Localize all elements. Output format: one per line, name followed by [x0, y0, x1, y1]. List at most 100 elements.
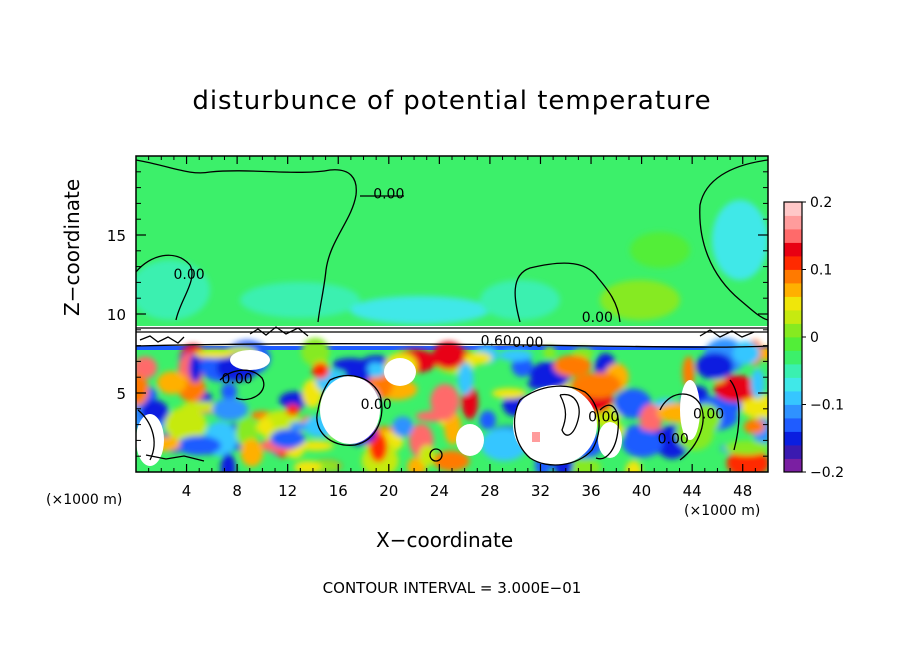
field-blob	[157, 371, 187, 395]
field-blob	[256, 418, 273, 435]
field-blob	[714, 375, 758, 402]
x-tick-label: 48	[733, 482, 752, 500]
colorbar-swatch	[784, 431, 802, 446]
field-blob	[695, 352, 734, 380]
y-tick-label: 5	[116, 385, 126, 403]
field-blob	[457, 362, 474, 395]
colorbar-swatch	[784, 377, 802, 392]
field-blob	[567, 458, 601, 472]
colorbar-swatch	[784, 458, 802, 473]
x-tick-label: 12	[278, 482, 297, 500]
field-blob	[279, 391, 310, 409]
contour-label: 0.00	[658, 432, 689, 448]
x-tick-label: 20	[379, 482, 398, 500]
colorbar-swatch	[784, 418, 802, 432]
colorbar-swatch	[784, 310, 802, 324]
field-blob	[176, 435, 222, 456]
x-tick-label: 16	[329, 482, 348, 500]
field-blob	[598, 422, 622, 458]
field-blob	[298, 440, 334, 451]
colorbar-tick-label: −0.2	[810, 465, 844, 481]
field-blob	[760, 346, 768, 361]
y-tick-label: 15	[107, 227, 126, 245]
contour-label-group: 0.000.000.000.60 0.000.000.000.000.000.00	[174, 187, 725, 448]
contour-lines	[136, 159, 768, 466]
field-blob	[212, 398, 248, 421]
field-blob	[463, 352, 492, 365]
x-tick-label: 32	[531, 482, 550, 500]
field-blob	[622, 429, 663, 458]
field-blob	[723, 440, 768, 455]
contour-label: 0.00	[373, 187, 404, 203]
field-blob	[384, 358, 416, 386]
colorbar-swatch	[784, 404, 802, 419]
colorbar-swatch	[784, 202, 802, 216]
field-blob	[164, 407, 207, 442]
field-blob	[430, 384, 460, 419]
colorbar-tick-label: 0.2	[810, 195, 832, 211]
colorbar-swatch	[784, 269, 802, 284]
field-blob	[498, 349, 533, 362]
contour-label: 0.60	[481, 334, 512, 350]
colorbar-swatch	[784, 215, 802, 230]
x-tick-label: 24	[430, 482, 449, 500]
field-blob	[513, 385, 597, 465]
colorbar-swatch	[784, 350, 802, 365]
field-blob	[136, 356, 158, 379]
field-blob	[312, 362, 329, 379]
chart-title: disturbunce of potential temperature	[192, 86, 712, 116]
field-blob	[289, 421, 307, 431]
colorbar-tick-label: 0.1	[810, 263, 832, 279]
x-tick-label: 36	[581, 482, 600, 500]
x-tick-label: 40	[632, 482, 651, 500]
contour-interval-note: CONTOUR INTERVAL = 3.000E−01	[322, 579, 582, 597]
colorbar-swatch	[784, 364, 802, 378]
colorbar-swatch	[784, 445, 802, 459]
colorbar-tick-label: 0	[810, 330, 819, 346]
field-blob	[194, 349, 235, 359]
contour-label: 0.00	[582, 310, 613, 326]
colorbar-swatch	[784, 391, 802, 405]
contour-label: 0.00	[693, 406, 724, 422]
field-blob	[136, 414, 164, 466]
field-blob	[750, 368, 765, 399]
field-blob	[740, 394, 768, 419]
field-blob	[221, 382, 237, 401]
field-blob	[432, 341, 465, 370]
colorbar-tick-label: −0.1	[810, 398, 844, 414]
field-blob	[136, 374, 149, 406]
field-blob	[285, 404, 300, 416]
field-blob	[419, 445, 435, 467]
colorbar-swatch	[784, 337, 802, 351]
field-blob	[639, 404, 663, 435]
field-blob	[456, 424, 484, 456]
field-blob	[220, 453, 236, 472]
contour-label: 0.00	[361, 397, 392, 413]
field-blob	[301, 337, 330, 367]
x-unit-label-left: (×1000 m)	[46, 492, 123, 508]
field-blob	[491, 388, 527, 399]
field-blob	[369, 431, 388, 462]
field-blob	[553, 355, 592, 377]
field-blob	[625, 460, 642, 472]
colorbar-swatch	[784, 323, 802, 338]
field-blob	[240, 438, 264, 467]
contour-label: 0.00	[174, 267, 205, 283]
field-blob	[682, 356, 695, 388]
field-blob	[543, 346, 556, 360]
contour-label: 0.00	[222, 372, 253, 388]
colorbar-swatch	[784, 283, 802, 297]
colorbar-swatch	[784, 229, 802, 243]
x-tick-label: 28	[480, 482, 499, 500]
field-blob	[479, 410, 496, 430]
x-unit-label-right: (×1000 m)	[684, 503, 761, 519]
colorbar-swatch	[784, 296, 802, 311]
field-blob	[743, 419, 765, 435]
field-blob	[680, 380, 700, 440]
contour-label: 0.00	[512, 335, 543, 351]
field-blob	[189, 353, 202, 383]
y-tick-label: 10	[107, 306, 126, 324]
field-blob	[732, 341, 760, 365]
